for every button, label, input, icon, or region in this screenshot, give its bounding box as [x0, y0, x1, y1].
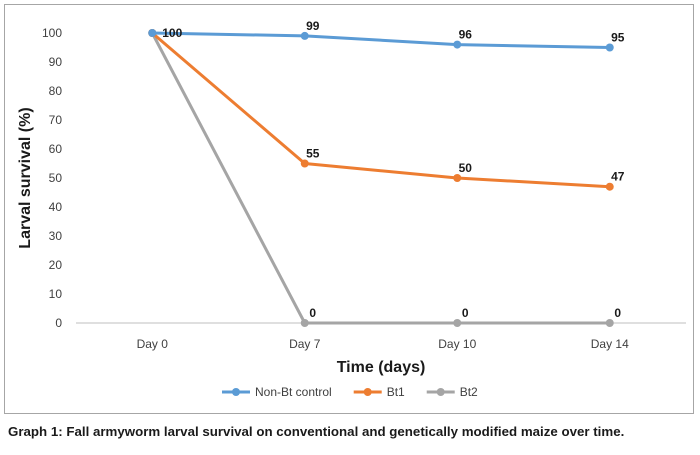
legend: Non-Bt control Bt1 Bt2 [222, 385, 478, 399]
data-label: 95 [611, 31, 625, 45]
axes: Larval survival (%) Time (days) [17, 107, 686, 376]
data-point [148, 29, 157, 37]
data-point [605, 43, 614, 52]
data-label: 99 [306, 19, 320, 33]
data-point [453, 40, 462, 49]
data-point [300, 319, 309, 327]
line-chart: Larval survival (%) Time (days) 0 10 20 30 4… [17, 19, 686, 399]
legend-item-bt2: Bt2 [426, 385, 478, 399]
series-lines [148, 29, 614, 327]
y-tick-label: 40 [49, 200, 63, 214]
y-tick-label: 80 [49, 84, 63, 98]
figure-caption: Graph 1: Fall armyworm larval survival o… [8, 424, 625, 439]
data-point [453, 319, 462, 327]
data-point [300, 31, 309, 40]
y-tick-label: 60 [49, 142, 63, 156]
data-label: 55 [306, 147, 320, 161]
legend-item-bt1: Bt1 [353, 385, 405, 399]
x-tick-label: Day 14 [591, 337, 629, 351]
legend-label: Bt1 [387, 385, 405, 399]
y-tick-label: 90 [49, 55, 63, 69]
y-axis-title: Larval survival (%) [17, 107, 34, 248]
x-axis-title: Time (days) [337, 359, 426, 376]
legend-marker [363, 388, 372, 396]
data-point [300, 159, 309, 168]
y-tick-label: 30 [49, 229, 63, 243]
y-tick-label: 50 [49, 171, 63, 185]
data-label: 100 [162, 26, 182, 40]
data-label: 50 [459, 161, 473, 175]
x-tick-label: Day 10 [438, 337, 476, 351]
chart-frame [4, 4, 694, 414]
x-tick-label: Day 0 [137, 337, 169, 351]
data-label: 0 [309, 306, 316, 320]
legend-marker [436, 388, 445, 396]
legend-label: Non-Bt control [255, 385, 332, 399]
series-bt2 [148, 29, 614, 327]
data-label: 96 [459, 28, 473, 42]
legend-item-non-bt-control: Non-Bt control [222, 385, 332, 399]
data-point [605, 319, 614, 327]
y-tick-label: 0 [55, 316, 62, 330]
x-tick-labels: Day 0 Day 7 Day 10 Day 14 [137, 337, 630, 351]
data-labels: 100 99 96 95 55 50 47 0 0 0 [162, 19, 624, 320]
y-tick-label: 100 [42, 26, 62, 40]
x-tick-label: Day 7 [289, 337, 321, 351]
y-tick-label: 70 [49, 113, 63, 127]
data-point [605, 182, 614, 191]
y-tick-label: 20 [49, 258, 63, 272]
series-line [152, 31, 610, 49]
series-line [151, 31, 610, 189]
y-tick-labels: 0 10 20 30 40 50 60 70 80 90 100 [42, 26, 62, 330]
data-label: 0 [462, 306, 469, 320]
legend-marker [232, 388, 240, 396]
data-label: 47 [611, 170, 625, 184]
series-non-bt-control [148, 29, 614, 52]
y-tick-label: 10 [49, 287, 63, 301]
legend-label: Bt2 [460, 385, 478, 399]
series-line [150, 32, 610, 325]
data-label: 0 [614, 306, 621, 320]
data-point [453, 174, 462, 182]
series-bt1 [148, 29, 614, 191]
